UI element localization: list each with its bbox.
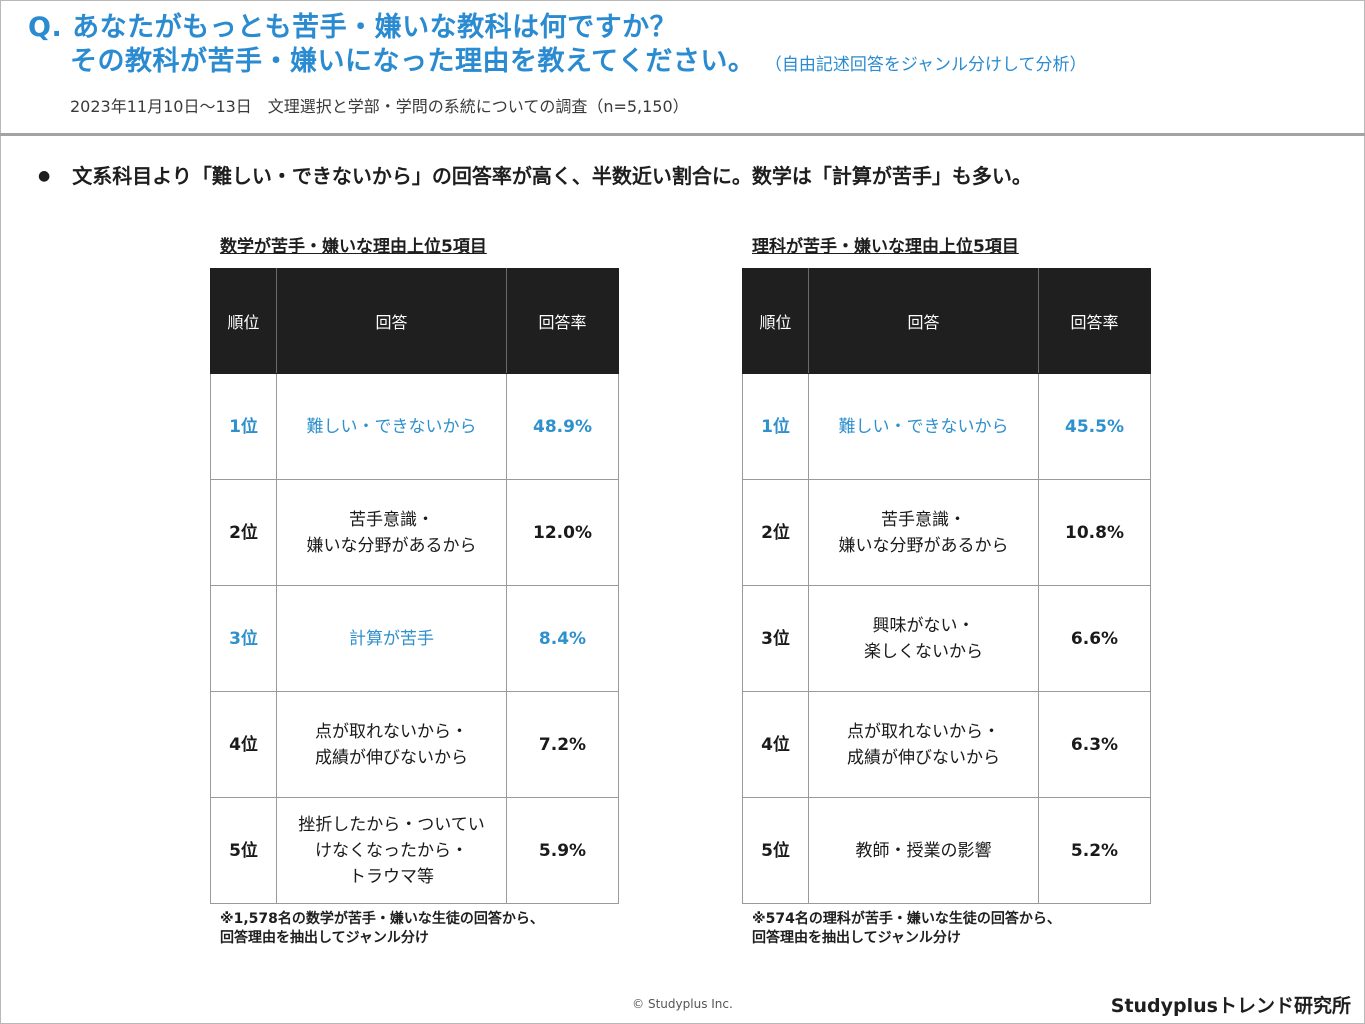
table-row: 2位 苦手意識・ 嫌いな分野があるから 12.0% xyxy=(210,479,619,586)
table-row: 2位 苦手意識・ 嫌いな分野があるから 10.8% xyxy=(742,479,1151,586)
rate-cell: 5.2% xyxy=(1038,797,1151,904)
column-header-rate: 回答率 xyxy=(1038,268,1151,374)
science-footnote-line-2: 回答理由を抽出してジャンル分け xyxy=(752,930,961,946)
table-row: 5位 教師・授業の影響 5.2% xyxy=(742,797,1151,904)
table-row: 1位 難しい・できないから 45.5% xyxy=(742,373,1151,480)
rate-cell: 12.0% xyxy=(506,479,619,586)
rank-cell: 3位 xyxy=(742,585,809,692)
answer-cell: 苦手意識・ 嫌いな分野があるから xyxy=(808,479,1039,586)
rank-cell: 5位 xyxy=(742,797,809,904)
slide-header: Q. あなたがもっとも苦手・嫌いな教科は何ですか？ その教科が苦手・嫌いになった… xyxy=(0,0,1365,136)
rank-cell: 4位 xyxy=(742,691,809,798)
rate-cell: 6.3% xyxy=(1038,691,1151,798)
rate-cell: 5.9% xyxy=(506,797,619,904)
rate-cell: 7.2% xyxy=(506,691,619,798)
bullet-icon: ● xyxy=(38,168,51,184)
question-line-2: その教科が苦手・嫌いになった理由を教えてください。 （自由記述回答をジャンル分けし… xyxy=(70,46,1086,81)
question-line-1: Q. あなたがもっとも苦手・嫌いな教科は何ですか？ xyxy=(28,12,678,43)
column-header-rank: 順位 xyxy=(210,268,277,374)
column-header-answer: 回答 xyxy=(808,268,1039,374)
math-table-title: 数学が苦手・嫌いな理由上位5項目 xyxy=(220,237,487,257)
table-row: 4位 点が取れないから・ 成績が伸びないから 6.3% xyxy=(742,691,1151,798)
rank-cell: 5位 xyxy=(210,797,277,904)
table-row: 4位 点が取れないから・ 成績が伸びないから 7.2% xyxy=(210,691,619,798)
table-row: 1位 難しい・できないから 48.9% xyxy=(210,373,619,480)
answer-cell: 挫折したから・ついてい けなくなったから・ トラウマ等 xyxy=(276,797,507,904)
rate-cell: 6.6% xyxy=(1038,585,1151,692)
rate-cell: 48.9% xyxy=(506,373,619,480)
answer-cell: 点が取れないから・ 成績が伸びないから xyxy=(276,691,507,798)
math-footnote-line-2: 回答理由を抽出してジャンル分け xyxy=(220,930,429,946)
answer-cell: 教師・授業の影響 xyxy=(808,797,1039,904)
answer-cell: 点が取れないから・ 成績が伸びないから xyxy=(808,691,1039,798)
science-footnote-line-1: ※574名の理科が苦手・嫌いな生徒の回答から、 xyxy=(752,911,1061,927)
column-header-rank: 順位 xyxy=(742,268,809,374)
science-footnote: ※574名の理科が苦手・嫌いな生徒の回答から、 回答理由を抽出してジャンル分け xyxy=(752,910,1061,948)
column-header-rate: 回答率 xyxy=(506,268,619,374)
answer-cell: 計算が苦手 xyxy=(276,585,507,692)
column-header-answer: 回答 xyxy=(276,268,507,374)
answer-cell: 苦手意識・ 嫌いな分野があるから xyxy=(276,479,507,586)
survey-info: 2023年11月10日～13日 文理選択と学部・学問の系統についての調査（n=5… xyxy=(70,97,689,116)
table-header-row: 順位 回答 回答率 xyxy=(742,268,1151,374)
header-divider xyxy=(0,133,1365,136)
rate-cell: 8.4% xyxy=(506,585,619,692)
rank-cell: 3位 xyxy=(210,585,277,692)
rate-cell: 45.5% xyxy=(1038,373,1151,480)
brand-logo: Studyplusトレンド研究所 xyxy=(1110,995,1351,1017)
copyright: © Studyplus Inc. xyxy=(632,997,733,1011)
table-row: 3位 計算が苦手 8.4% xyxy=(210,585,619,692)
table-row: 3位 興味がない・ 楽しくないから 6.6% xyxy=(742,585,1151,692)
rank-cell: 2位 xyxy=(210,479,277,586)
science-table-title: 理科が苦手・嫌いな理由上位5項目 xyxy=(752,237,1019,257)
rank-cell: 1位 xyxy=(742,373,809,480)
answer-cell: 難しい・できないから xyxy=(276,373,507,480)
table-header-row: 順位 回答 回答率 xyxy=(210,268,619,374)
math-footnote-line-1: ※1,578名の数学が苦手・嫌いな生徒の回答から、 xyxy=(220,911,544,927)
answer-cell: 難しい・できないから xyxy=(808,373,1039,480)
question-note: （自由記述回答をジャンル分けして分析） xyxy=(773,55,1087,75)
math-footnote: ※1,578名の数学が苦手・嫌いな生徒の回答から、 回答理由を抽出してジャンル分… xyxy=(220,910,544,948)
science-table: 順位 回答 回答率 1位 難しい・できないから 45.5% 2位 苦手意識・ 嫌い… xyxy=(742,268,1151,904)
question-line-2-text: その教科が苦手・嫌いになった理由を教えてください。 xyxy=(70,46,756,77)
rank-cell: 2位 xyxy=(742,479,809,586)
summary-line: ● 文系科目より「難しい・できないから」の回答率が高く、半数近い割合に。数学は「計… xyxy=(38,160,1032,189)
rank-cell: 4位 xyxy=(210,691,277,798)
rate-cell: 10.8% xyxy=(1038,479,1151,586)
rank-cell: 1位 xyxy=(210,373,277,480)
answer-cell: 興味がない・ 楽しくないから xyxy=(808,585,1039,692)
summary-text: 文系科目より「難しい・できないから」の回答率が高く、半数近い割合に。数学は「計算… xyxy=(72,164,1032,188)
table-row: 5位 挫折したから・ついてい けなくなったから・ トラウマ等 5.9% xyxy=(210,797,619,904)
math-table: 順位 回答 回答率 1位 難しい・できないから 48.9% 2位 苦手意識・ 嫌い… xyxy=(210,268,619,904)
